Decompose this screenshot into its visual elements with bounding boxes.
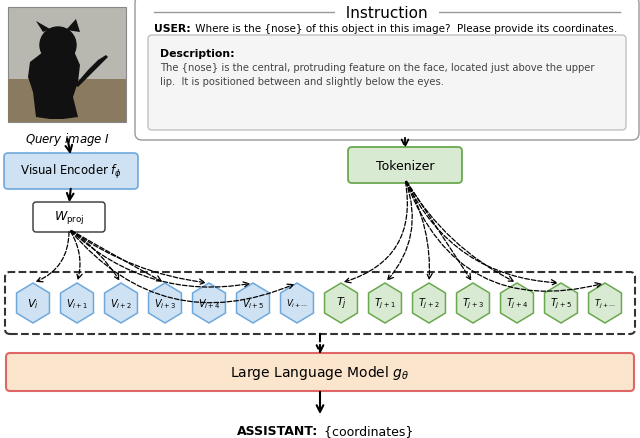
Polygon shape <box>545 283 577 323</box>
Text: $V_i$: $V_i$ <box>27 297 39 310</box>
Text: USER:: USER: <box>154 24 191 34</box>
FancyBboxPatch shape <box>348 148 462 184</box>
Bar <box>8 8 126 123</box>
Polygon shape <box>66 20 80 33</box>
Text: $T_{j+5}$: $T_{j+5}$ <box>550 296 572 311</box>
Text: $V_{i+4}$: $V_{i+4}$ <box>198 297 220 310</box>
Text: Where is the {nose} of this object in this image?  Please provide its coordinate: Where is the {nose} of this object in th… <box>192 24 617 34</box>
Polygon shape <box>369 283 401 323</box>
Text: Tokenizer: Tokenizer <box>376 159 435 172</box>
Polygon shape <box>280 283 314 323</box>
Text: $T_j$: $T_j$ <box>335 295 346 311</box>
Polygon shape <box>75 56 108 88</box>
FancyBboxPatch shape <box>135 0 639 141</box>
Text: $V_{i+{\cdots}}$: $V_{i+{\cdots}}$ <box>286 297 308 310</box>
Bar <box>8 80 126 123</box>
Polygon shape <box>28 48 80 120</box>
Text: $V_{i+1}$: $V_{i+1}$ <box>66 297 88 310</box>
Polygon shape <box>413 283 445 323</box>
Polygon shape <box>193 283 225 323</box>
Text: $T_{j+2}$: $T_{j+2}$ <box>418 296 440 311</box>
Polygon shape <box>237 283 269 323</box>
Text: ASSISTANT:: ASSISTANT: <box>237 424 318 437</box>
Text: $T_{j+1}$: $T_{j+1}$ <box>374 296 396 311</box>
FancyBboxPatch shape <box>33 202 105 233</box>
Text: $W_{\rm proj}$: $W_{\rm proj}$ <box>54 209 84 226</box>
FancyBboxPatch shape <box>5 272 635 334</box>
Polygon shape <box>589 283 621 323</box>
Text: Description:: Description: <box>160 49 235 59</box>
FancyBboxPatch shape <box>6 353 634 391</box>
Polygon shape <box>456 283 490 323</box>
Polygon shape <box>500 283 534 323</box>
Text: $T_{j+4}$: $T_{j+4}$ <box>506 296 528 311</box>
Circle shape <box>40 28 76 64</box>
Polygon shape <box>148 283 182 323</box>
Polygon shape <box>17 283 49 323</box>
FancyBboxPatch shape <box>148 36 626 131</box>
Text: $V_{i+2}$: $V_{i+2}$ <box>109 297 132 310</box>
Polygon shape <box>61 283 93 323</box>
Polygon shape <box>36 22 50 33</box>
Polygon shape <box>104 283 138 323</box>
Text: Large Language Model $g_{\theta}$: Large Language Model $g_{\theta}$ <box>230 363 410 381</box>
Text: The {nose} is the central, protruding feature on the face, located just above th: The {nose} is the central, protruding fe… <box>160 63 595 87</box>
Polygon shape <box>324 283 358 323</box>
Text: Visual Encoder $f_{\phi}$: Visual Encoder $f_{\phi}$ <box>20 162 122 180</box>
Text: Query image $I$: Query image $I$ <box>24 131 109 148</box>
Text: $T_{j+3}$: $T_{j+3}$ <box>462 296 484 311</box>
Text: $T_{j+{\cdots}}$: $T_{j+{\cdots}}$ <box>594 297 616 310</box>
Text: $V_{i+5}$: $V_{i+5}$ <box>242 297 264 310</box>
Text: $V_{i+3}$: $V_{i+3}$ <box>154 297 177 310</box>
Text: {coordinates}: {coordinates} <box>320 424 413 437</box>
FancyBboxPatch shape <box>4 154 138 190</box>
Text: Instruction: Instruction <box>336 6 438 21</box>
